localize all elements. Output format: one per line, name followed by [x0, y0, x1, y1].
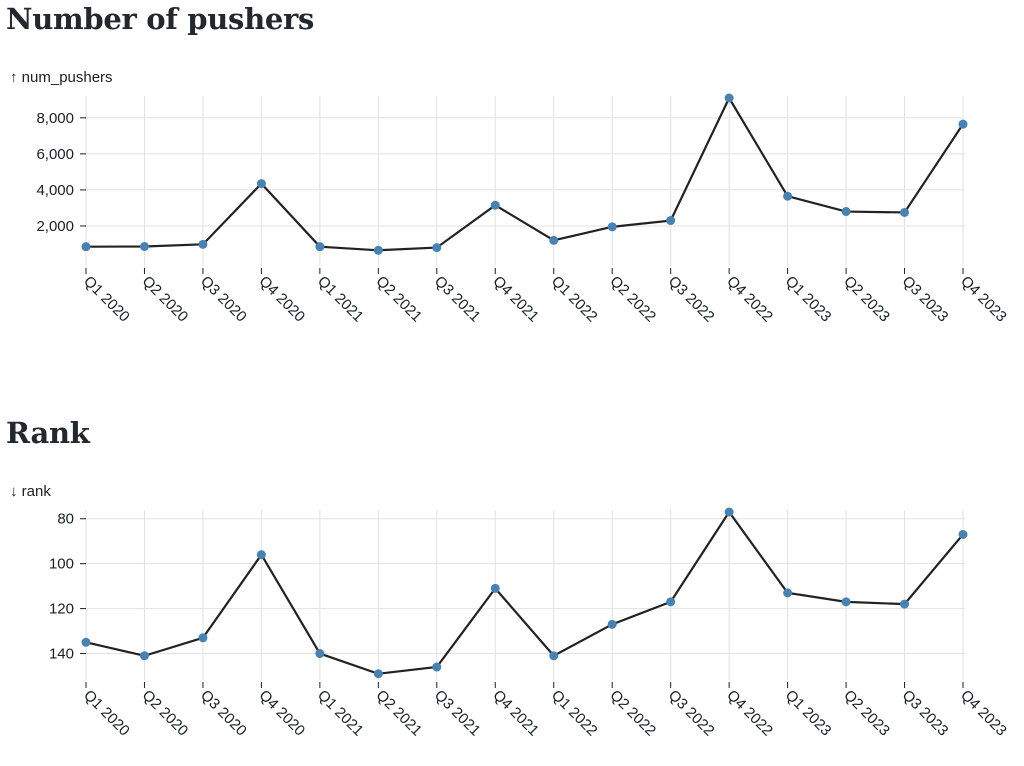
data-point [549, 651, 559, 661]
data-point [256, 550, 266, 560]
x-tick-label: Q1 2023 [782, 687, 835, 740]
y-tick-label: 80 [57, 511, 74, 528]
data-point [315, 242, 325, 252]
x-tick-label: Q2 2021 [373, 687, 426, 740]
x-tick-label: Q3 2021 [431, 687, 484, 740]
data-point [666, 597, 676, 607]
data-point [81, 242, 91, 252]
data-point [139, 651, 149, 661]
data-point [607, 619, 617, 629]
x-tick-label: Q4 2022 [723, 687, 776, 740]
data-point [549, 235, 559, 245]
x-tick-label: Q4 2021 [489, 273, 542, 326]
y-tick-label: 2,000 [36, 218, 74, 235]
grid [84, 96, 965, 266]
x-tick-label: Q1 2022 [548, 687, 601, 740]
x-tick-label: Q4 2020 [256, 273, 309, 326]
y-tick-label: 8,000 [36, 110, 74, 127]
x-tick-label: Q3 2021 [431, 273, 484, 326]
series-line [85, 95, 964, 252]
x-tick-label: Q1 2020 [80, 687, 133, 740]
data-point [315, 649, 325, 659]
data-point [81, 637, 91, 647]
x-tick-label: Q3 2022 [665, 687, 718, 740]
x-tick-label: Q3 2023 [899, 273, 952, 326]
x-tick-label: Q3 2020 [197, 273, 250, 326]
data-point [198, 239, 208, 249]
x-tick-label: Q3 2023 [899, 687, 952, 740]
x-tick-label: Q1 2020 [80, 273, 133, 326]
data-point [958, 529, 968, 539]
data-point [198, 633, 208, 643]
data-point [724, 93, 734, 103]
y-tick-label: 140 [49, 646, 74, 663]
data-point [607, 222, 617, 232]
x-tick-label: Q4 2021 [489, 687, 542, 740]
x-tick-label: Q4 2023 [957, 273, 1010, 326]
y-tick-label: 100 [49, 556, 74, 573]
data-point [666, 216, 676, 226]
chart-title-rank: Rank [6, 416, 90, 450]
data-point [432, 662, 442, 672]
data-point [783, 191, 793, 201]
x-tick-label: Q2 2021 [373, 273, 426, 326]
y-axis-label: ↓ rank [10, 483, 51, 500]
y-tick-label: 6,000 [36, 146, 74, 163]
x-tick-label: Q1 2021 [314, 687, 367, 740]
data-point [841, 207, 851, 217]
x-tick-label: Q4 2022 [723, 273, 776, 326]
data-point [490, 200, 500, 210]
data-point [958, 119, 968, 129]
x-tick-label: Q2 2020 [139, 273, 192, 326]
x-tick-label: Q2 2020 [139, 687, 192, 740]
x-tick-label: Q2 2023 [840, 687, 893, 740]
x-tick-label: Q2 2023 [840, 273, 893, 326]
data-point [373, 669, 383, 679]
pushers-line-chart: ↑ num_pushers 2,000 4,000 6,000 8,000 Q1 2020… [10, 69, 1010, 326]
data-point [724, 507, 734, 517]
data-point [432, 243, 442, 253]
x-tick-label: Q3 2022 [665, 273, 718, 326]
series-line [85, 510, 964, 675]
chart-title-pushers: Number of pushers [6, 2, 315, 36]
grid [84, 510, 965, 680]
y-axis-label: ↑ num_pushers [10, 69, 113, 86]
data-point [841, 597, 851, 607]
data-point [900, 599, 910, 609]
x-tick-label: Q3 2020 [197, 687, 250, 740]
x-tick-label: Q1 2023 [782, 273, 835, 326]
data-point [900, 207, 910, 217]
x-tick-label: Q4 2023 [957, 687, 1010, 740]
x-tick-label: Q1 2022 [548, 273, 601, 326]
y-tick-label: 120 [49, 601, 74, 618]
x-tick-label: Q4 2020 [256, 687, 309, 740]
y-tick-label: 4,000 [36, 182, 74, 199]
data-point [373, 245, 383, 255]
data-point [256, 179, 266, 189]
x-tick-label: Q1 2021 [314, 273, 367, 326]
x-tick-label: Q2 2022 [606, 273, 659, 326]
data-point [139, 242, 149, 252]
data-point [490, 583, 500, 593]
x-tick-label: Q2 2022 [606, 687, 659, 740]
data-point [783, 588, 793, 598]
